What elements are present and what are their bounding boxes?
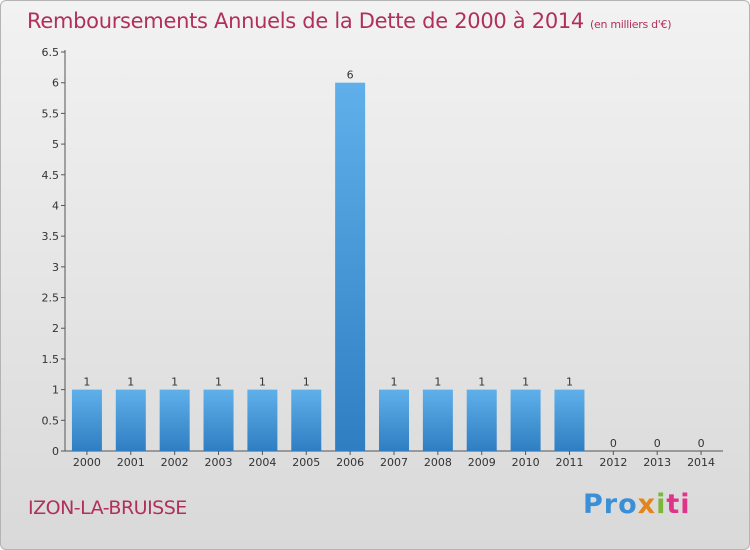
bar [115,389,146,451]
x-tick-label: 2001 [117,456,145,469]
bar [203,389,234,451]
y-tick-label: 3 [52,261,59,274]
chart-title: Remboursements Annuels de la Dette de 20… [27,9,671,33]
y-tick-label: 6.5 [42,46,60,59]
bar-value-label: 1 [391,376,398,389]
bar [335,82,366,451]
bar [247,389,278,451]
bar [422,389,453,451]
x-tick-label: 2004 [248,456,276,469]
bar-value-label: 1 [478,376,485,389]
bar-value-label: 1 [171,376,178,389]
y-tick-label: 3.5 [42,230,60,243]
bar-value-label: 0 [654,437,661,450]
bar-value-label: 1 [522,376,529,389]
bar-value-label: 1 [566,376,573,389]
y-tick-label: 0.5 [42,414,60,427]
chart-unit: (en milliers d'€) [590,18,672,31]
x-tick-label: 2013 [643,456,671,469]
bar-value-label: 6 [347,69,354,82]
bar-value-label: 1 [259,376,266,389]
logo-part-1: Pro [583,489,638,520]
logo-part-3: i [656,489,667,520]
bar [466,389,497,451]
x-tick-label: 2011 [555,456,583,469]
bar [510,389,541,451]
y-tick-label: 2 [52,322,59,335]
y-tick-label: 4.5 [42,169,60,182]
y-tick-label: 4 [52,199,59,212]
x-tick-label: 2008 [424,456,452,469]
y-tick-label: 5.5 [42,107,60,120]
y-tick-label: 5 [52,138,59,151]
chart-title-text: Remboursements Annuels de la Dette de 20… [27,9,584,33]
bar-value-label: 1 [83,376,90,389]
y-tick-label: 0 [52,445,59,458]
x-tick-label: 2012 [599,456,627,469]
x-tick-label: 2006 [336,456,364,469]
x-tick-label: 2003 [205,456,233,469]
bar-value-label: 1 [127,376,134,389]
bar [159,389,190,451]
bar-value-label: 1 [303,376,310,389]
bar-value-label: 0 [698,437,705,450]
logo-part-4: ti [666,489,691,520]
y-tick-label: 2.5 [42,292,60,305]
x-tick-label: 2005 [292,456,320,469]
proxiti-logo: Proxiti [583,489,691,520]
bar [379,389,409,451]
x-tick-label: 2000 [73,456,101,469]
y-tick-label: 1 [52,384,59,397]
x-tick-label: 2007 [380,456,408,469]
x-tick-label: 2010 [512,456,540,469]
x-tick-label: 2014 [687,456,715,469]
bar-value-label: 1 [215,376,222,389]
bar-value-label: 0 [610,437,617,450]
y-tick-label: 1.5 [42,353,60,366]
x-tick-label: 2002 [161,456,189,469]
bar [291,389,322,451]
bar-value-label: 1 [434,376,441,389]
bar [71,389,102,451]
commune-name: IZON-LA-BRUISSE [28,497,187,519]
bar [554,389,585,451]
y-tick-label: 6 [52,77,59,90]
logo-part-2: x [637,489,657,520]
x-tick-label: 2009 [468,456,496,469]
